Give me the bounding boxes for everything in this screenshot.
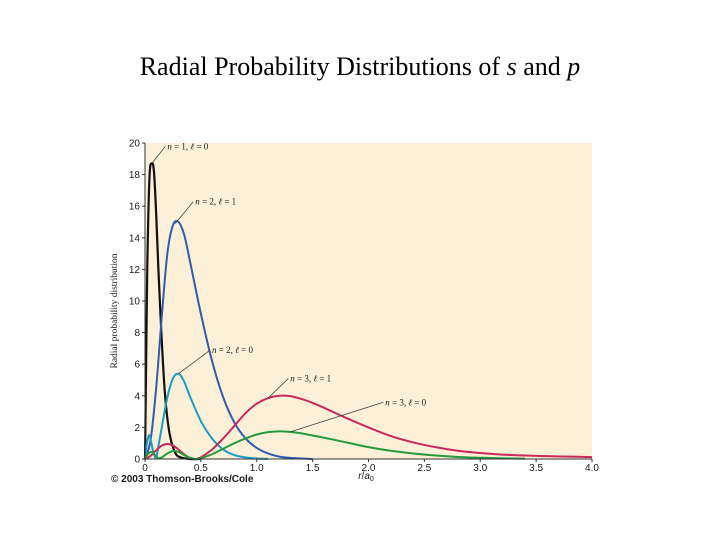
series-line-4 [144,430,525,461]
y-tick-label: 6 [134,360,140,371]
annotation-label: n = 3, ℓ = 1 [290,374,331,384]
series-line-1 [144,219,313,460]
x-tick-label: 2.0 [362,463,376,474]
annotation-label-eq2: = 0 [412,397,427,407]
plot-background [145,143,592,459]
y-tick-label: 14 [129,233,141,244]
x-tick-label: 4.0 [585,463,599,474]
annotation-label-eq1: = 3, [390,397,409,407]
x-tick-label: 3.5 [529,463,543,474]
annotation-label-l: ℓ [190,141,194,151]
annotation-label-eq1: = 2, [200,197,219,207]
x-tick-label: 0 [142,463,148,474]
series-curves [143,162,593,461]
annotation-label: n = 1, ℓ = 0 [167,141,208,151]
title-p: p [567,52,581,81]
annotation-label-eq1: = 3, [295,374,314,384]
y-tick-label: 16 [129,202,141,213]
title-middle: and [516,52,568,81]
x-tick-label: 1.5 [306,463,320,474]
y-tick-label: 18 [129,170,141,181]
y-axis-label: Radial probability distribution [110,253,120,368]
annotation-leader [267,378,289,399]
annotation-label: n = 2, ℓ = 0 [212,345,253,355]
annotation-leader [174,201,194,224]
annotation-label: n = 3, ℓ = 0 [385,397,426,407]
y-tick-label: 8 [134,328,140,339]
annotation-leader [178,349,211,375]
annotation-label-n: n [195,197,200,207]
annotation-label-n: n [385,397,390,407]
series-line-3 [144,394,593,461]
x-tick-label: 3.0 [473,463,487,474]
annotation-label-l: ℓ [218,197,222,207]
y-tick-label: 4 [134,391,140,402]
series-line-0 [143,162,201,461]
annotation-label-eq1: = 2, [217,345,236,355]
x-tick-label: 1.0 [250,463,264,474]
x-axis-label: r/a0 [358,471,374,483]
annotation-label-n: n [290,374,295,384]
annotation-label-eq2: = 1 [317,374,331,384]
annotation-label-l: ℓ [313,374,317,384]
x-axis-label-slash: / [362,471,365,482]
annotation-label-eq2: = 0 [239,345,254,355]
x-axis-label-sub: 0 [370,476,374,483]
y-tick-label: 2 [134,423,140,434]
annotation-label-eq1: = 1, [172,141,191,151]
y-tick-label: 20 [129,139,141,150]
annotation-label-l: ℓ [235,345,239,355]
annotation-leader [290,401,384,433]
series-annotations: n = 1, ℓ = 0n = 2, ℓ = 1n = 2, ℓ = 0n = … [167,141,426,407]
x-tick-label: 0.5 [194,463,208,474]
y-tick-label: 10 [129,297,141,308]
series-line-2 [144,372,268,460]
y-axis-ticks: 0 2 4 6 8 10 12 14 16 18 20 [129,139,145,466]
slide-title: Radial Probability Distributions of s an… [0,52,720,82]
annotation-leaders [151,146,384,433]
annotation-label-n: n [212,345,217,355]
title-s: s [506,52,517,81]
annotation-label: n = 2, ℓ = 1 [195,197,236,207]
copyright-notice: © 2003 Thomson-Brooks/Cole [111,474,254,485]
annotation-label-eq2: = 1 [222,197,236,207]
annotation-leader [151,146,166,164]
x-axis-label-a: a [364,471,370,482]
title-prefix: Radial Probability Distributions of [139,52,507,81]
x-axis-label-r: r [358,471,362,482]
x-tick-label: 2.5 [417,463,431,474]
annotation-label-l: ℓ [408,397,412,407]
y-tick-label: 0 [134,455,140,466]
y-tick-label: 12 [129,265,141,276]
annotation-label-eq2: = 0 [194,141,209,151]
x-axis-ticks: 0 0.5 1.0 1.5 2.0 2.5 3.0 3.5 4.0 [142,459,599,474]
annotation-label-n: n [167,141,172,151]
